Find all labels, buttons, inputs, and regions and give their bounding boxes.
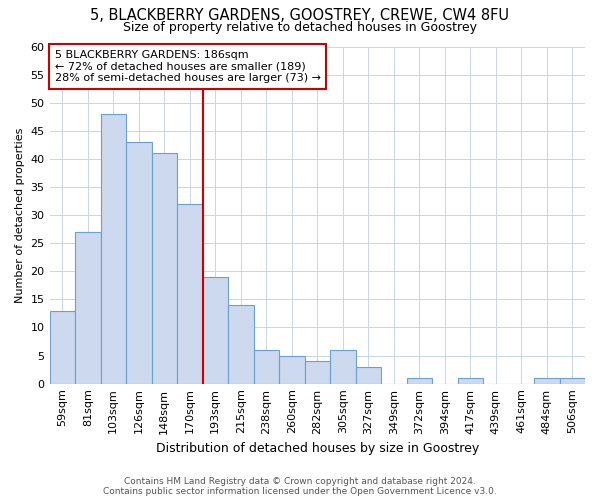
Bar [75, 232, 101, 384]
Bar [203, 277, 228, 384]
Bar [356, 367, 381, 384]
Bar [126, 142, 152, 384]
Bar [534, 378, 560, 384]
Bar [407, 378, 432, 384]
Y-axis label: Number of detached properties: Number of detached properties [15, 128, 25, 303]
Bar [50, 310, 75, 384]
Bar [330, 350, 356, 384]
Bar [458, 378, 483, 384]
Bar [228, 305, 254, 384]
Text: Contains HM Land Registry data © Crown copyright and database right 2024.
Contai: Contains HM Land Registry data © Crown c… [103, 476, 497, 496]
Bar [177, 204, 203, 384]
Text: 5 BLACKBERRY GARDENS: 186sqm
← 72% of detached houses are smaller (189)
28% of s: 5 BLACKBERRY GARDENS: 186sqm ← 72% of de… [55, 50, 321, 83]
X-axis label: Distribution of detached houses by size in Goostrey: Distribution of detached houses by size … [155, 442, 479, 455]
Bar [101, 114, 126, 384]
Text: 5, BLACKBERRY GARDENS, GOOSTREY, CREWE, CW4 8FU: 5, BLACKBERRY GARDENS, GOOSTREY, CREWE, … [91, 8, 509, 22]
Bar [279, 356, 305, 384]
Bar [152, 154, 177, 384]
Text: Size of property relative to detached houses in Goostrey: Size of property relative to detached ho… [123, 21, 477, 34]
Bar [305, 361, 330, 384]
Bar [560, 378, 585, 384]
Bar [254, 350, 279, 384]
